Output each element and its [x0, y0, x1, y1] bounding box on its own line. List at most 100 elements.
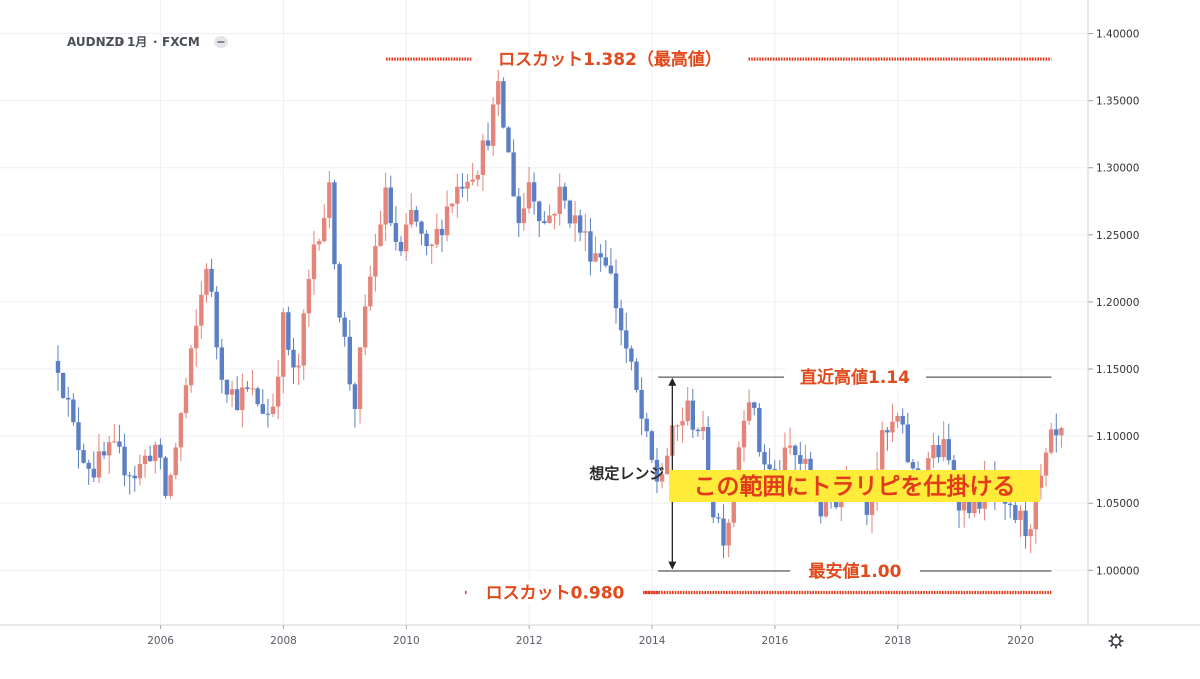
- candle-body-up: [741, 420, 747, 448]
- candle-body-up: [240, 387, 245, 410]
- x-tick-label: 2008: [270, 635, 297, 647]
- candle-body-down: [695, 429, 701, 432]
- x-tick-label: 2016: [762, 635, 789, 647]
- candle-body-down: [347, 336, 353, 385]
- candle-body-down: [864, 494, 870, 515]
- reference-lines-layer: ロスカット1.382（最高値） 直近高値1.14 最安値1.00 ロスカット0.980: [386, 48, 1052, 604]
- candle-body-up: [726, 522, 731, 546]
- y-tick-label: 1.00000: [1096, 565, 1139, 577]
- candle-body-up: [409, 209, 414, 225]
- minus-circle-icon[interactable]: [214, 36, 228, 48]
- candle-body-down: [634, 361, 639, 390]
- candle-body-down: [414, 209, 419, 222]
- candle-body-up: [475, 174, 480, 180]
- candle-body-down: [352, 384, 358, 409]
- candle-body-down: [537, 201, 542, 222]
- candle-body-down: [639, 389, 644, 419]
- candle-body-down: [900, 415, 905, 425]
- candle-body-up: [496, 81, 501, 105]
- candle-body-down: [1054, 429, 1059, 436]
- candle-body-up: [470, 179, 475, 182]
- candle-body-up: [1059, 428, 1064, 436]
- candle-body-down: [332, 182, 337, 265]
- candle-body-up: [685, 400, 690, 422]
- range-label: 想定レンジ: [588, 465, 664, 483]
- reference-line-label: 最安値1.00: [809, 561, 902, 582]
- candle-body-up: [444, 206, 450, 236]
- candle-body-up: [229, 389, 235, 395]
- x-tick-label: 2020: [1007, 635, 1034, 647]
- candle-body-down: [117, 441, 122, 447]
- candle-body-down: [649, 431, 655, 460]
- candle-body-down: [224, 379, 230, 395]
- candle-body-up: [680, 421, 685, 426]
- reference-line-label: ロスカット0.980: [486, 583, 625, 603]
- candle-body-up: [1038, 475, 1044, 488]
- candle-body-up: [1018, 510, 1023, 520]
- candle-body-up: [434, 228, 440, 245]
- legend-source: FXCM: [162, 35, 200, 49]
- candle-body-up: [803, 458, 808, 464]
- candle-body-up: [275, 376, 281, 407]
- candle-body-down: [644, 418, 649, 432]
- candle-body-down: [603, 257, 608, 266]
- candle-body-down: [1013, 505, 1018, 520]
- reference-line-label: 直近高値1.14: [800, 367, 910, 388]
- candle-body-down: [511, 152, 516, 197]
- candle-body-down: [460, 186, 465, 189]
- candle-body-up: [250, 388, 255, 390]
- y-tick-label: 1.40000: [1096, 29, 1139, 41]
- gear-icon[interactable]: [1108, 633, 1124, 649]
- candle-body-up: [675, 425, 680, 427]
- range-arrow-head-down: [668, 561, 677, 570]
- candle-body-up: [173, 447, 178, 476]
- candle-body-up: [449, 203, 455, 207]
- candle-body-up: [204, 268, 209, 295]
- candle-body-up: [106, 442, 112, 456]
- candle-body-up: [455, 186, 460, 204]
- candle-body-up: [700, 427, 706, 432]
- candle-body-up: [736, 447, 742, 488]
- candle-body-up: [490, 104, 496, 146]
- legend-interval: 1月: [127, 35, 147, 49]
- candle-body-up: [823, 491, 829, 517]
- candle-body-down: [936, 445, 941, 458]
- candle-body-down: [629, 348, 634, 362]
- candle-body-down: [91, 468, 97, 478]
- reference-label-bg: [792, 559, 918, 582]
- chart-legend[interactable]: AUDNZD · 1月 · FXCM: [67, 35, 228, 49]
- candle-body-down: [905, 424, 911, 463]
- candle-body-down: [1008, 503, 1013, 506]
- candle-body-up: [153, 444, 158, 462]
- candle-body-down: [654, 459, 660, 482]
- candle-body-down: [419, 221, 424, 234]
- highlight-label-bg: [669, 470, 1040, 502]
- candle-body-down: [398, 241, 404, 252]
- candle-body-up: [368, 276, 373, 307]
- candle-body-up: [362, 306, 368, 348]
- range-arrow-head-up: [668, 377, 677, 386]
- candle-body-down: [158, 444, 163, 458]
- candle-body-up: [931, 445, 936, 459]
- candle-body-down: [588, 231, 593, 262]
- candle-body-up: [188, 348, 194, 386]
- candle-body-up: [281, 312, 286, 377]
- candle-body-down: [501, 81, 506, 128]
- candle-body-down: [721, 518, 726, 546]
- candle-body-up: [521, 208, 527, 224]
- candle-body-up: [547, 215, 552, 223]
- candle-body-down: [818, 500, 823, 517]
- candle-body-down: [255, 388, 260, 405]
- y-tick-label: 1.05000: [1096, 498, 1139, 510]
- candle-body-down: [81, 450, 86, 463]
- x-tick-label: 2018: [884, 635, 911, 647]
- candle-body-up: [659, 474, 665, 482]
- candle-body-up: [373, 246, 378, 277]
- candle-body-up: [378, 224, 383, 247]
- candle-body-down: [506, 127, 511, 153]
- candle-body-up: [112, 441, 117, 443]
- candle-body-down: [562, 186, 568, 201]
- candle-body-down: [762, 452, 767, 465]
- candle-body-down: [234, 389, 240, 410]
- candle-body-down: [424, 233, 429, 247]
